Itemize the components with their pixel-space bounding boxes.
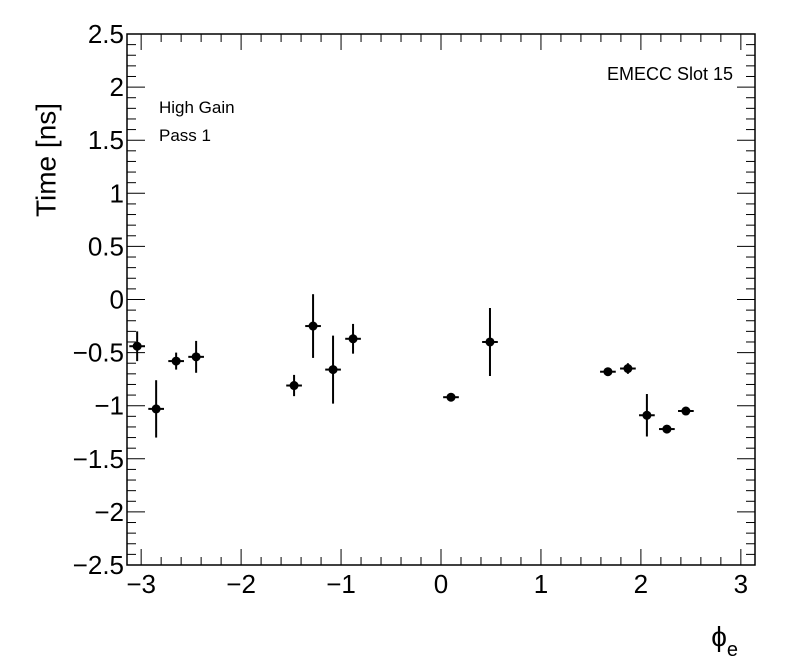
x-tick-label: −1 <box>326 569 356 599</box>
x-axis-title-subscript: e <box>727 639 738 661</box>
axis-ticks <box>127 33 755 566</box>
point-marker <box>132 341 142 351</box>
y-tick-label: 0.5 <box>88 231 124 261</box>
x-tick-label: 3 <box>734 569 748 599</box>
point-marker <box>191 352 201 362</box>
point-marker <box>151 404 161 414</box>
point-marker <box>289 381 299 391</box>
point-marker <box>328 365 338 375</box>
point-marker <box>446 392 456 402</box>
x-axis-title: ϕe <box>711 621 738 661</box>
data-point <box>620 363 636 374</box>
y-tick-labels: −2.5 −2 −1.5 −1 −0.5 0 0.5 1 1.5 2 2.5 <box>73 19 124 580</box>
y-tick-label: −0.5 <box>73 338 124 368</box>
y-tick-label: −1 <box>94 391 124 421</box>
x-tick-labels: −3 −2 −1 0 1 2 3 <box>126 569 748 599</box>
data-point <box>129 331 145 362</box>
x-tick-label: 2 <box>634 569 648 599</box>
point-marker <box>642 410 652 420</box>
y-axis-title: Time [ns] <box>30 103 61 217</box>
data-point <box>678 406 694 416</box>
annotation-gain: High Gain <box>159 98 235 117</box>
y-tick-label: −1.5 <box>73 444 124 474</box>
point-marker <box>603 367 613 377</box>
point-marker <box>623 364 633 374</box>
data-point <box>443 392 459 402</box>
data-point <box>286 374 302 397</box>
data-point <box>188 340 204 373</box>
point-marker <box>348 334 358 344</box>
y-tick-label: −2 <box>94 497 124 527</box>
x-tick-label: −3 <box>126 569 156 599</box>
point-marker <box>485 337 495 347</box>
plot-frame <box>126 33 756 566</box>
data-points <box>129 294 694 438</box>
y-tick-label: 2 <box>110 72 124 102</box>
data-point <box>345 323 361 354</box>
data-point <box>325 335 341 404</box>
data-point <box>639 394 655 437</box>
point-marker <box>171 356 181 366</box>
data-point <box>148 380 164 438</box>
data-point <box>482 307 498 376</box>
y-tick-label: 1.5 <box>88 125 124 155</box>
data-point <box>659 424 675 434</box>
data-point <box>600 367 616 377</box>
y-tick-label: 0 <box>110 285 124 315</box>
point-marker <box>681 406 691 416</box>
y-tick-label: −2.5 <box>73 550 124 580</box>
x-tick-label: 1 <box>534 569 548 599</box>
x-axis-title-symbol: ϕ <box>711 621 727 652</box>
annotation-slot: EMECC Slot 15 <box>607 64 733 84</box>
data-point <box>168 352 184 370</box>
point-marker <box>308 321 318 331</box>
x-tick-label: −2 <box>226 569 256 599</box>
data-point <box>305 294 321 358</box>
y-tick-label: 2.5 <box>88 19 124 49</box>
point-marker <box>662 424 672 434</box>
y-tick-label: 1 <box>110 178 124 208</box>
annotation-pass: Pass 1 <box>159 126 211 145</box>
x-tick-label: 0 <box>434 569 448 599</box>
